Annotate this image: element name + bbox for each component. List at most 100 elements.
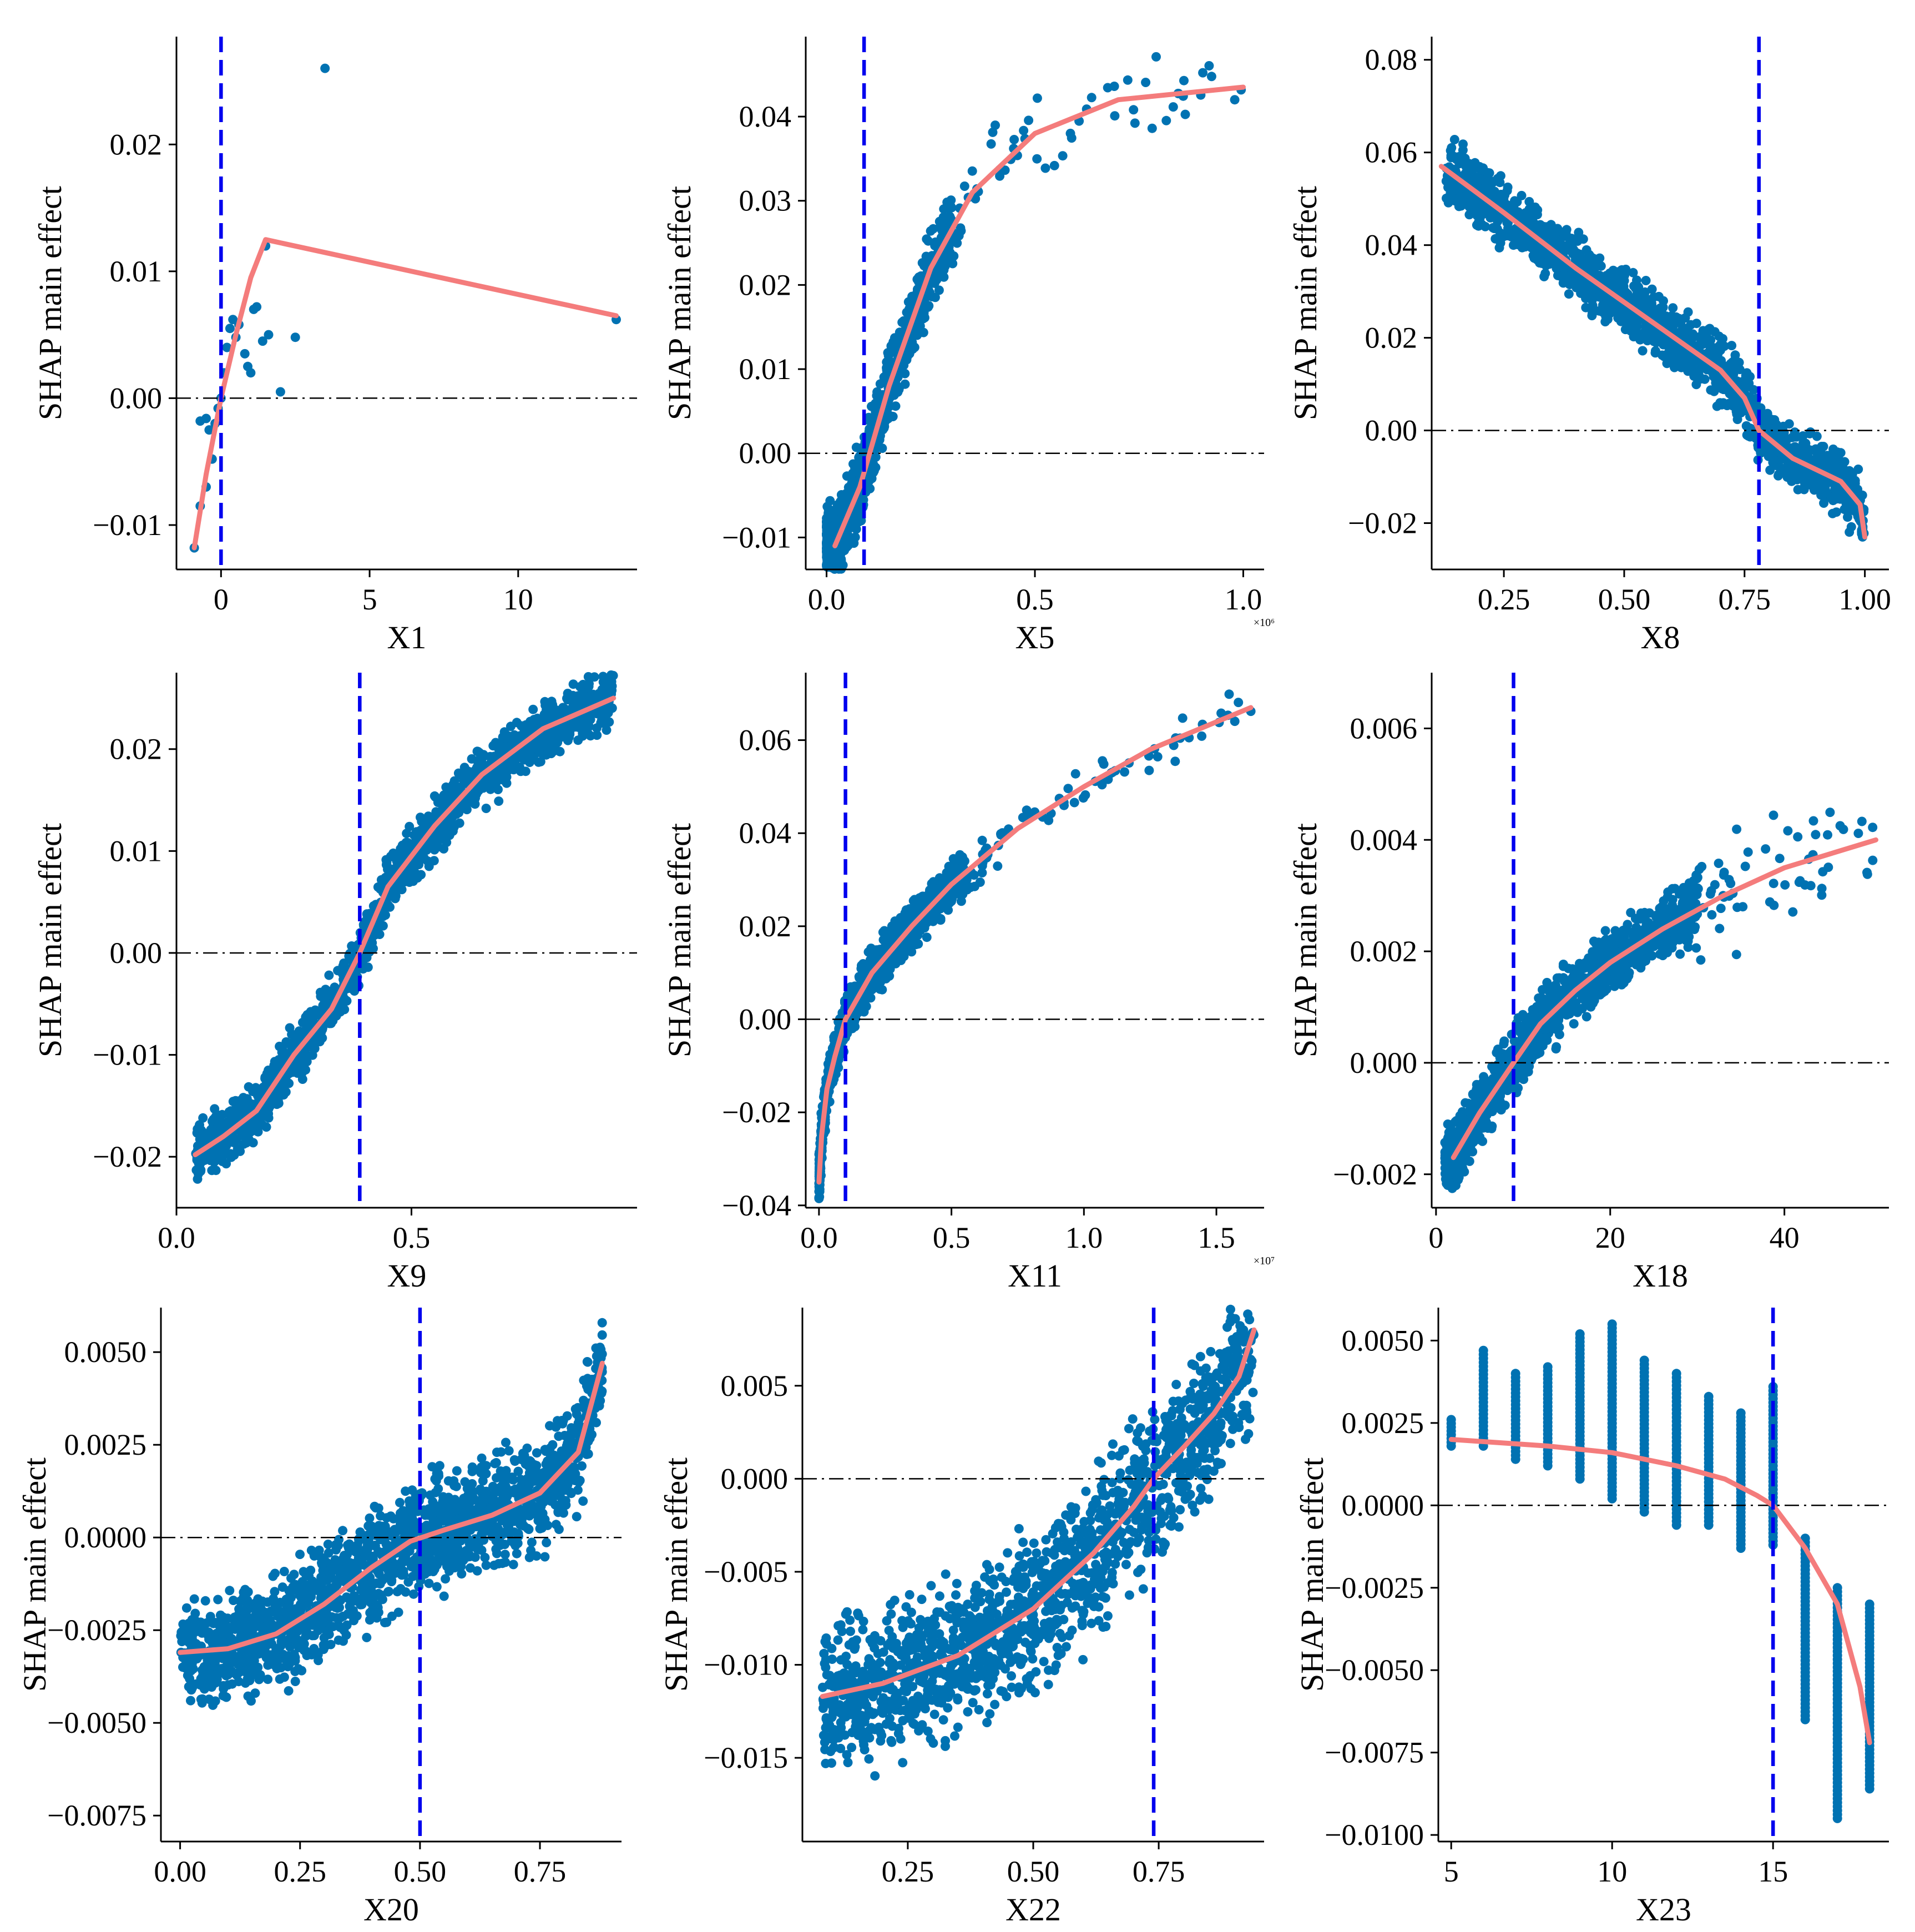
data-point bbox=[1141, 78, 1151, 87]
scatter-points bbox=[189, 63, 621, 553]
data-point bbox=[1087, 93, 1097, 103]
data-point bbox=[1204, 61, 1214, 70]
x-tick-label: 0.0 bbox=[808, 583, 846, 616]
x-tick-label: 0.0 bbox=[158, 1221, 195, 1254]
y-axis-label: SHAP main effect bbox=[661, 186, 698, 420]
data-point bbox=[988, 127, 998, 137]
data-point bbox=[461, 800, 471, 810]
data-point bbox=[389, 852, 399, 862]
scatter-points bbox=[1441, 135, 1869, 542]
data-point bbox=[290, 332, 300, 342]
scatter-points bbox=[822, 52, 1246, 574]
data-point bbox=[1540, 269, 1550, 279]
data-point bbox=[521, 725, 531, 735]
y-tick-label: −0.02 bbox=[93, 1140, 162, 1173]
data-point bbox=[1230, 95, 1240, 105]
data-point bbox=[833, 552, 843, 562]
data-point bbox=[1461, 167, 1471, 177]
subplot-x8: 0.25 0.50 0.75 1.00−0.020.000.020.040.060.0… bbox=[1287, 37, 1891, 655]
data-point bbox=[1691, 319, 1701, 329]
data-point bbox=[1454, 201, 1464, 211]
fitted-curve bbox=[191, 237, 619, 551]
y-tick-label: 0.04 bbox=[1365, 229, 1418, 262]
data-point bbox=[368, 944, 378, 954]
data-point bbox=[481, 804, 491, 813]
x-tick-label: 0.50 bbox=[1598, 583, 1651, 616]
data-point bbox=[1816, 479, 1826, 489]
data-point bbox=[1631, 283, 1640, 293]
data-point bbox=[1483, 168, 1493, 178]
data-point bbox=[324, 970, 334, 980]
y-tick-label: 0.01 bbox=[110, 834, 163, 867]
x-tick-label: 0 bbox=[214, 583, 229, 616]
data-point bbox=[278, 1082, 288, 1092]
data-point bbox=[1123, 75, 1133, 85]
data-point bbox=[1662, 352, 1672, 362]
data-point bbox=[1649, 292, 1659, 302]
data-point bbox=[1605, 268, 1615, 278]
data-point bbox=[540, 700, 550, 710]
data-point bbox=[948, 259, 958, 269]
data-point bbox=[1452, 154, 1462, 164]
data-point bbox=[922, 234, 932, 244]
y-tick-label: 0.03 bbox=[739, 184, 792, 218]
data-point bbox=[1151, 52, 1161, 62]
data-point bbox=[194, 1169, 203, 1179]
data-point bbox=[275, 387, 285, 397]
data-point bbox=[1745, 372, 1755, 382]
data-point bbox=[429, 856, 439, 866]
data-point bbox=[1458, 139, 1468, 149]
data-point bbox=[1161, 115, 1171, 125]
data-point bbox=[1844, 468, 1854, 478]
data-point bbox=[226, 1152, 236, 1162]
data-point bbox=[204, 425, 214, 435]
data-point bbox=[1024, 115, 1034, 125]
data-point bbox=[1179, 75, 1189, 85]
data-point bbox=[838, 560, 848, 570]
data-point bbox=[592, 723, 602, 733]
data-point bbox=[1784, 470, 1794, 480]
data-point bbox=[1650, 348, 1660, 358]
data-point bbox=[528, 704, 538, 714]
data-point bbox=[1484, 180, 1494, 190]
x-tick-label: 0.5 bbox=[393, 1221, 431, 1254]
data-point bbox=[1493, 234, 1503, 244]
data-point bbox=[1790, 427, 1800, 437]
data-point bbox=[285, 1040, 295, 1050]
data-point bbox=[1741, 421, 1751, 431]
data-point bbox=[847, 536, 857, 546]
data-point bbox=[1713, 349, 1723, 359]
data-point bbox=[1784, 419, 1794, 429]
data-point bbox=[1109, 82, 1119, 91]
data-point bbox=[918, 327, 928, 337]
data-point bbox=[1812, 451, 1822, 461]
data-point bbox=[604, 705, 614, 715]
data-point bbox=[1667, 317, 1677, 327]
data-point bbox=[1577, 280, 1587, 290]
data-point bbox=[1696, 374, 1706, 384]
data-point bbox=[1584, 252, 1594, 262]
y-tick-label: 0.02 bbox=[739, 268, 792, 301]
subplot-x5: 0.0 0.5 1.0−0.010.000.010.020.030.04X5SHAP… bbox=[661, 37, 1275, 655]
data-point bbox=[1009, 135, 1019, 144]
data-point bbox=[252, 302, 262, 312]
data-point bbox=[1573, 256, 1583, 266]
data-point bbox=[1571, 248, 1581, 258]
data-point bbox=[879, 372, 889, 382]
data-point bbox=[1658, 302, 1668, 312]
data-point bbox=[852, 514, 862, 524]
data-point bbox=[555, 746, 565, 756]
data-point bbox=[1774, 470, 1783, 480]
data-point bbox=[547, 746, 557, 756]
x-axis-exponent: ×10⁶ bbox=[1254, 617, 1275, 629]
data-point bbox=[1832, 494, 1842, 504]
x-tick-label: 10 bbox=[503, 583, 533, 616]
scatter-points bbox=[191, 670, 618, 1184]
data-point bbox=[1449, 135, 1459, 144]
data-point bbox=[240, 349, 250, 359]
data-point bbox=[1442, 193, 1451, 203]
data-point bbox=[419, 853, 429, 863]
data-point bbox=[217, 1148, 227, 1158]
y-axis-label: SHAP main effect bbox=[32, 186, 68, 420]
y-axis-label: SHAP main effect bbox=[1287, 186, 1323, 420]
